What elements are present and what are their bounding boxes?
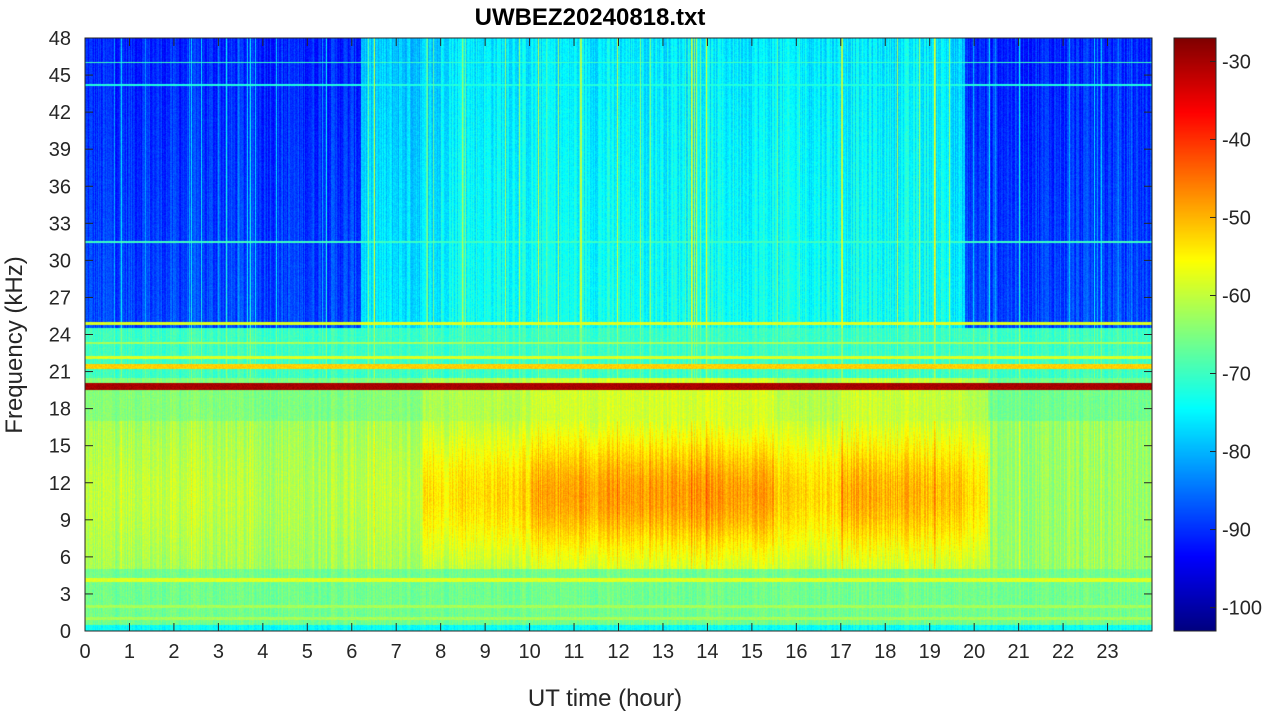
x-tick-label: 5 bbox=[302, 641, 313, 663]
y-tick-label: 12 bbox=[49, 473, 71, 495]
y-tick-label: 36 bbox=[49, 176, 71, 198]
x-tick-label: 0 bbox=[79, 641, 90, 663]
x-tick-label: 16 bbox=[785, 641, 807, 663]
x-tick-label: 8 bbox=[435, 641, 446, 663]
chart-title: UWBEZ20240818.txt bbox=[475, 4, 706, 31]
colorbar-border bbox=[1173, 37, 1217, 632]
y-tick-label: 3 bbox=[60, 584, 71, 606]
x-tick-label: 13 bbox=[652, 641, 674, 663]
x-tick-label: 2 bbox=[168, 641, 179, 663]
x-tick-label: 6 bbox=[346, 641, 357, 663]
y-tick-label: 21 bbox=[49, 362, 71, 384]
x-tick-label: 11 bbox=[564, 641, 585, 663]
y-tick-label: 39 bbox=[49, 139, 71, 161]
x-tick-label: 9 bbox=[480, 641, 491, 663]
colorbar-tick-label: -40 bbox=[1222, 129, 1251, 151]
x-tick-label: 10 bbox=[518, 641, 540, 663]
colorbar-tick-label: -50 bbox=[1222, 207, 1251, 229]
spectrogram-image bbox=[85, 38, 1152, 631]
y-tick-label: 0 bbox=[60, 621, 71, 643]
x-tick-label: 19 bbox=[919, 641, 941, 663]
colorbar-tick-label: -80 bbox=[1222, 442, 1251, 464]
x-tick-label: 4 bbox=[257, 641, 268, 663]
x-tick-label: 12 bbox=[607, 641, 629, 663]
colorbar-tick-label: -90 bbox=[1222, 520, 1251, 542]
x-tick-label: 7 bbox=[391, 641, 402, 663]
plot-frame bbox=[84, 37, 1217, 632]
colorbar-ticks: -30 -40 -50 -60 -70 -80 -90 -100 bbox=[1210, 51, 1262, 620]
x-tick-label: 1 bbox=[124, 641, 135, 663]
y-tick-label: 48 bbox=[49, 28, 71, 50]
x-axis-ticks: 0 1 2 3 4 5 6 7 8 9 10 11 12 13 14 15 16 17 18 19 20 21 22 23 bbox=[79, 38, 1119, 663]
colorbar-image bbox=[1174, 38, 1216, 631]
x-tick-label: 18 bbox=[874, 641, 896, 663]
y-tick-label: 42 bbox=[49, 102, 71, 124]
x-tick-label: 15 bbox=[741, 641, 763, 663]
y-tick-label: 24 bbox=[49, 325, 71, 347]
y-tick-label: 9 bbox=[60, 510, 71, 532]
y-tick-label: 27 bbox=[49, 287, 71, 309]
x-tick-label: 22 bbox=[1052, 641, 1074, 663]
x-tick-label: 17 bbox=[830, 641, 852, 663]
y-tick-label: 15 bbox=[49, 436, 71, 458]
colorbar-tick-label: -60 bbox=[1222, 285, 1251, 307]
x-tick-label: 14 bbox=[696, 641, 718, 663]
y-tick-label: 33 bbox=[49, 213, 71, 235]
y-axis-label: Frequency (kHz) bbox=[1, 256, 28, 433]
x-tick-label: 3 bbox=[213, 641, 224, 663]
x-tick-label: 20 bbox=[963, 641, 985, 663]
x-tick-label: 23 bbox=[1096, 641, 1118, 663]
x-axis-label: UT time (hour) bbox=[528, 685, 682, 712]
x-tick-label: 21 bbox=[1008, 641, 1030, 663]
colorbar-tick-label: -70 bbox=[1222, 364, 1251, 386]
y-tick-label: 18 bbox=[49, 399, 71, 421]
y-tick-label: 30 bbox=[49, 250, 71, 272]
plot-area-border bbox=[84, 37, 1153, 632]
y-tick-label: 6 bbox=[60, 547, 71, 569]
colorbar-tick-label: -30 bbox=[1222, 51, 1251, 73]
y-tick-label: 45 bbox=[49, 65, 71, 87]
colorbar-tick-label: -100 bbox=[1222, 598, 1262, 620]
